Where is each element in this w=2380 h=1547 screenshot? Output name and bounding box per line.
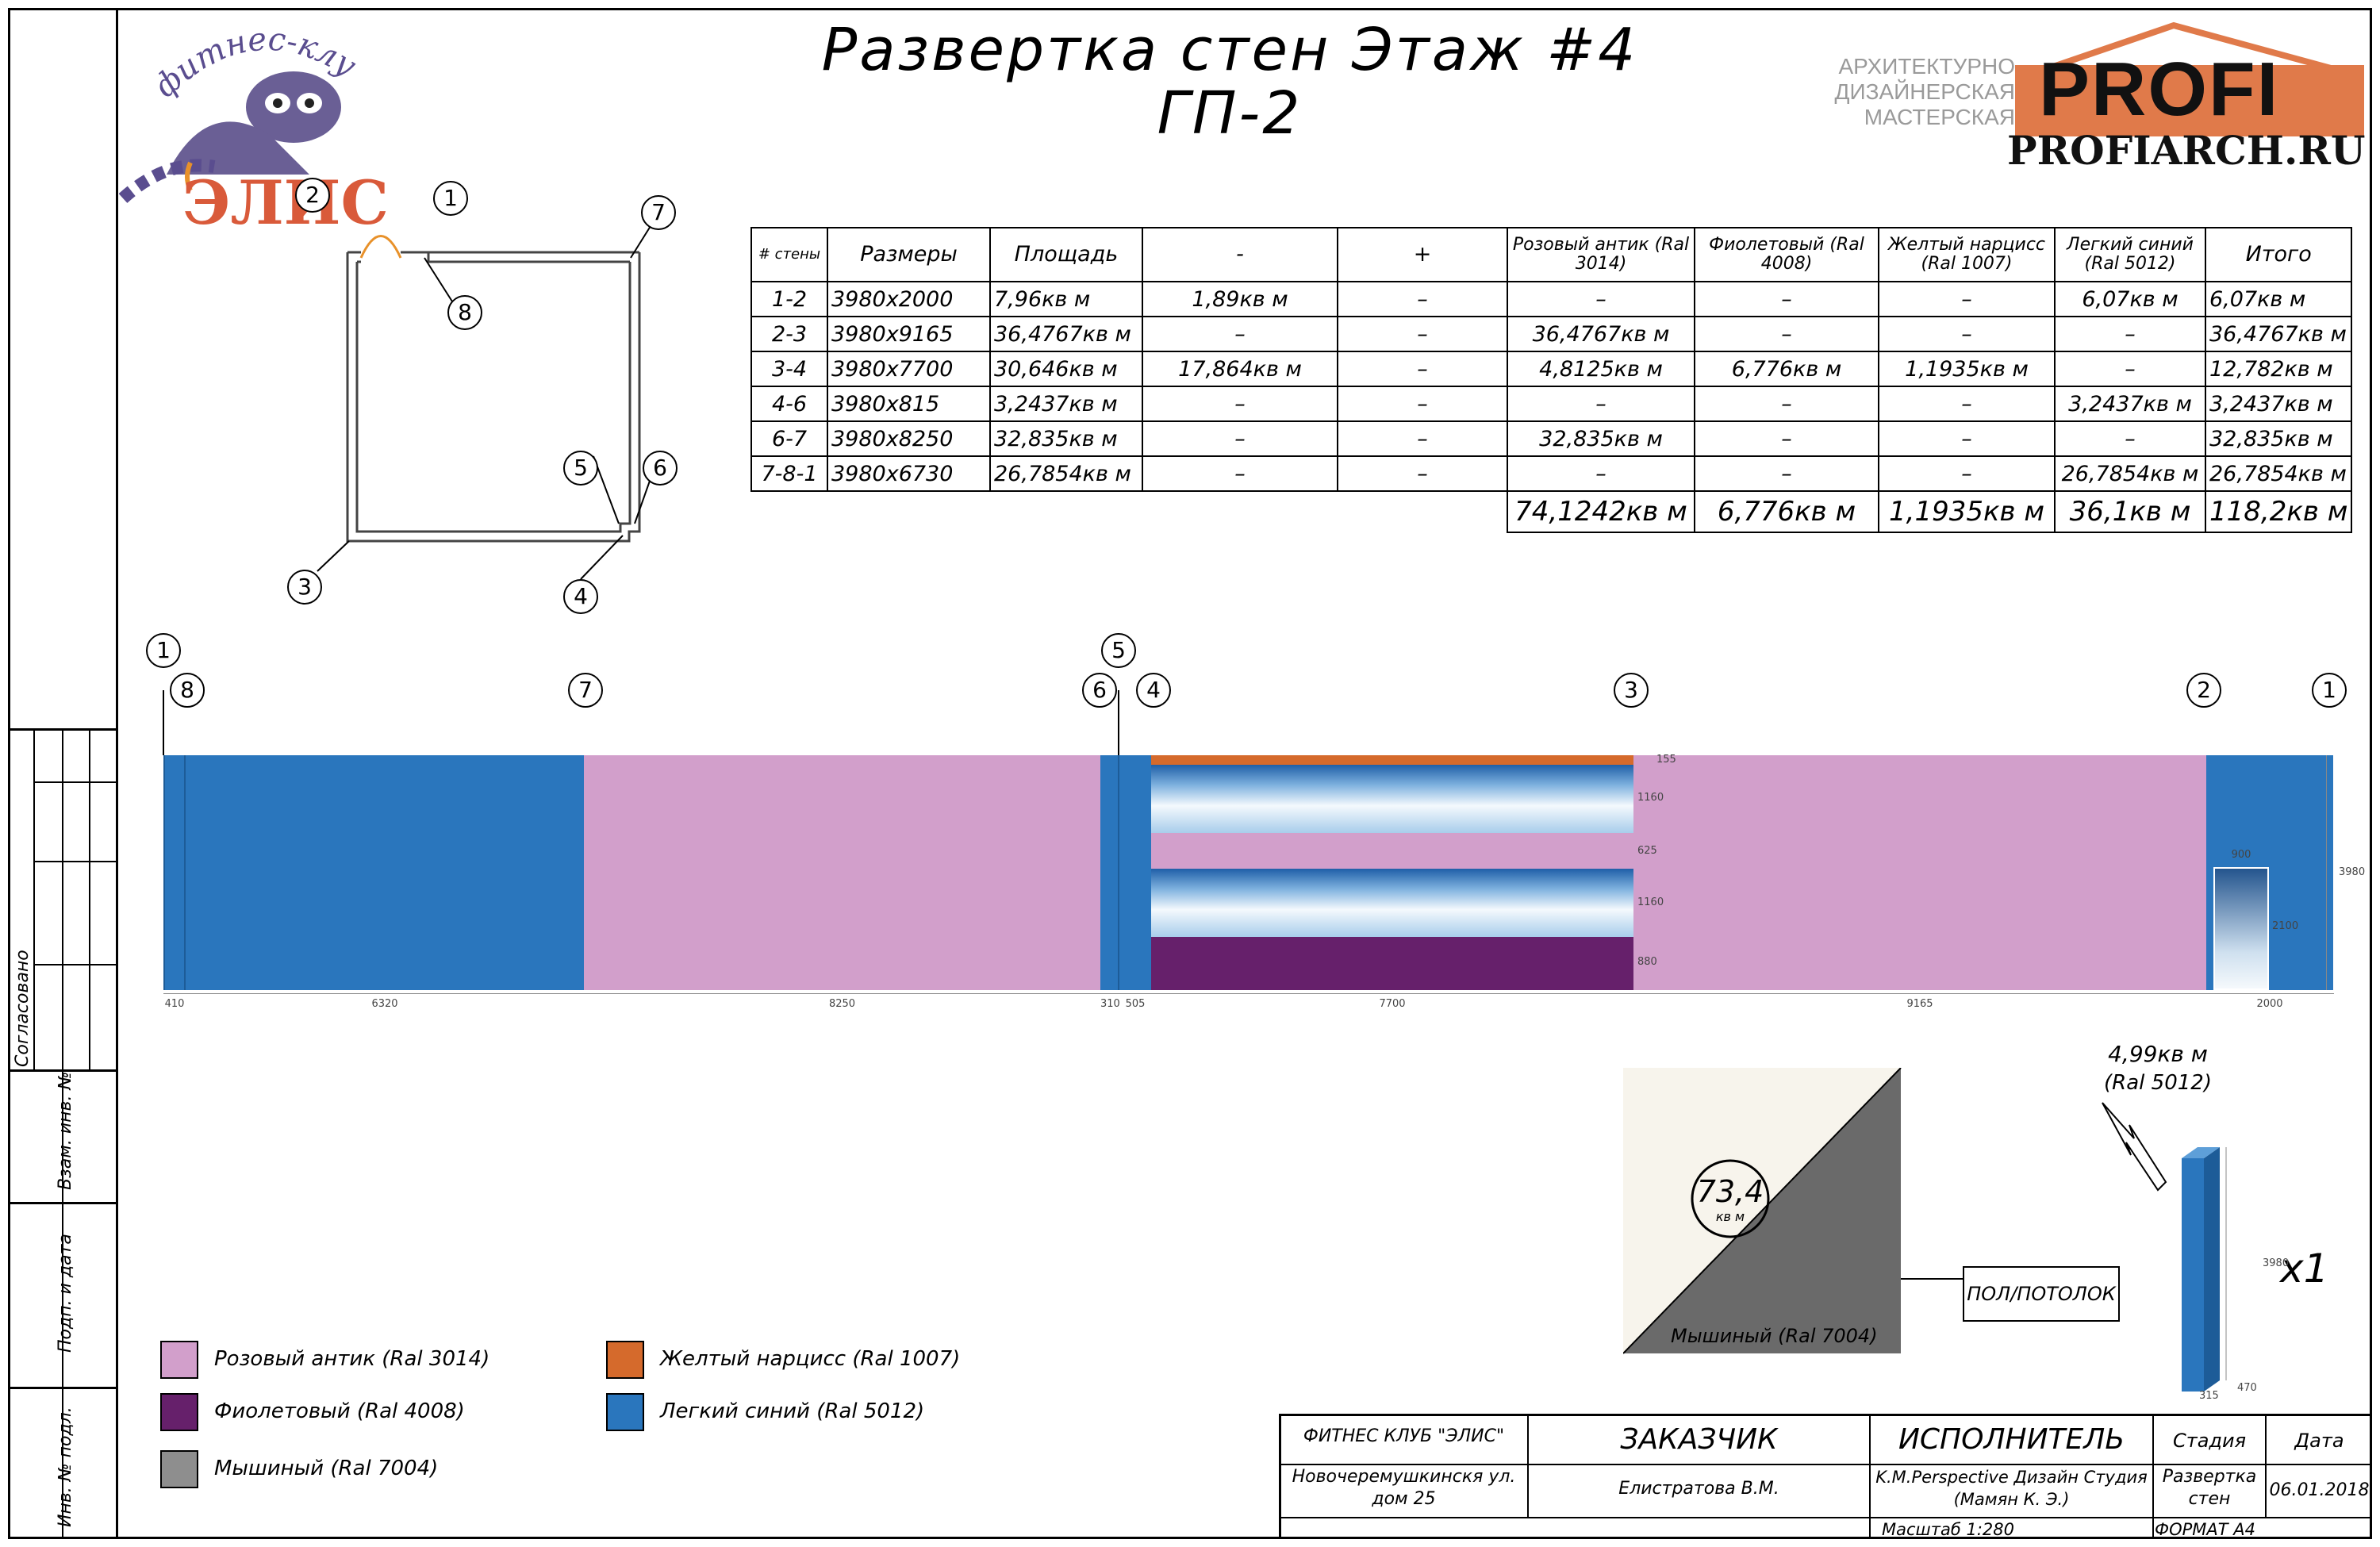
- studio-sub-2: ДИЗАЙНЕРСКАЯ: [1834, 79, 2016, 104]
- legend-label-gray: Мышиный (Ral 7004): [214, 1457, 439, 1480]
- table-row: 3-4 3980x7700 30,646кв м 17,864кв м –4,8125к…: [750, 351, 2353, 387]
- wall-seg-pink-2: [1633, 755, 2206, 990]
- legend-swatch-yellow: [606, 1341, 644, 1379]
- legend-swatch-violet: [160, 1393, 198, 1431]
- plan-label-5: 5: [563, 451, 598, 486]
- plan-label-7: 7: [641, 195, 676, 230]
- total-blue: 36,1кв м: [2054, 490, 2206, 533]
- stamp-customer-label: ЗАКАЗЧИК: [1620, 1423, 1778, 1456]
- th-minus: -: [1142, 227, 1338, 282]
- wall-seg-purple: [1151, 937, 1633, 990]
- th-wall: # стены: [750, 227, 828, 282]
- wall-seg-orange: [1151, 755, 1633, 765]
- plan-label-1: 1: [433, 181, 468, 216]
- drawing-frame: [8, 8, 2372, 1539]
- legend-label-yellow: Желтый нарцисс (Ral 1007): [660, 1347, 961, 1371]
- stamp-format: ФОРМАТ А4: [2155, 1520, 2255, 1539]
- studio-brand: PROFI: [2039, 47, 2280, 132]
- floor-color-label: Мышиный (Ral 7004): [1671, 1325, 1878, 1347]
- th-total: Итого: [2204, 227, 2353, 282]
- th-size: Размеры: [827, 227, 991, 282]
- legend-label-pink: Розовый антик (Ral 3014): [214, 1347, 490, 1371]
- wall-seg-glass-2: [1151, 869, 1633, 937]
- studio-sub-3: МАСТЕРСКАЯ: [1864, 105, 2015, 129]
- column-area: 4,99кв м: [2108, 1041, 2208, 1067]
- stamp-customer: Елистратова В.М.: [1618, 1479, 1779, 1499]
- stamp-address: Новочеремушкинскя ул. дом 25: [1292, 1467, 1516, 1509]
- side-agreed: Согласовано: [13, 950, 33, 1067]
- total-pink: 74,1242кв м: [1507, 490, 1695, 533]
- plan-label-4: 4: [563, 579, 598, 614]
- stamp-stage-label: Стадия: [2172, 1430, 2247, 1452]
- plan-label-2: 2: [295, 178, 330, 213]
- axis-7: 7: [568, 673, 603, 708]
- floor-area-unit: кв м: [1715, 1209, 1745, 1224]
- legend-label-blue: Легкий синий (Ral 5012): [660, 1399, 925, 1423]
- plan-label-8: 8: [447, 295, 482, 330]
- logo-name: ЭЛИС: [182, 167, 389, 230]
- axis-top-5: 5: [1101, 633, 1136, 668]
- th-violet: Фиолетовый (Ral 4008): [1694, 227, 1879, 282]
- stamp-scale: Масштаб 1:280: [1882, 1520, 2014, 1539]
- axis-4: 4: [1136, 673, 1171, 708]
- page-subtitle: ГП-2: [1157, 79, 1303, 148]
- legend-label-violet: Фиолетовый (Ral 4008): [214, 1399, 465, 1423]
- stamp-executor: K.M.Perspective Дизайн Студия (Мамян К. …: [1875, 1468, 2148, 1509]
- frame-binding-line: [116, 8, 118, 1539]
- plan-label-6: 6: [643, 451, 678, 486]
- stamp-date-label: Дата: [2294, 1430, 2344, 1452]
- door: [2213, 867, 2269, 990]
- total-yellow: 1,1935кв м: [1878, 490, 2056, 533]
- axis-8: 8: [170, 673, 205, 708]
- th-pink: Розовый антик (Ral 3014): [1507, 227, 1695, 282]
- side-replace-inv: Взам. инв. №: [56, 1071, 75, 1190]
- axis-1: 1: [2312, 673, 2347, 708]
- stamp-date: 06.01.2018: [2269, 1480, 2370, 1500]
- table-row: 2-3 3980x9165 36,4767кв м – –36,4767кв м – – –3…: [750, 316, 2353, 352]
- wall-seg-blue-1: [163, 755, 584, 990]
- legend-swatch-pink: [160, 1341, 198, 1379]
- column-ral: (Ral 5012): [2104, 1071, 2212, 1095]
- axis-2: 2: [2186, 673, 2221, 708]
- wall-seg-blue-2: [1100, 755, 1151, 990]
- th-yellow: Желтый нарцисс (Ral 1007): [1878, 227, 2056, 282]
- table-row: 7-8-1 3980x6730 26,7854кв м – – – – –26,7854кв …: [750, 455, 2353, 492]
- axis-top-1: 1: [146, 633, 181, 668]
- studio-sub-1: АРХИТЕКТУРНО: [1838, 54, 2015, 79]
- plan-label-3: 3: [287, 570, 322, 605]
- legend-swatch-gray: [160, 1450, 198, 1488]
- floor-area-value: 73,4: [1696, 1174, 1764, 1209]
- legend-swatch-blue: [606, 1393, 644, 1431]
- wall-area-table: # стены Размеры Площадь - + Розовый анти…: [750, 227, 2353, 533]
- stamp-club: ФИТНЕС КЛУБ "ЭЛИС": [1303, 1426, 1505, 1446]
- axis-6: 6: [1082, 673, 1117, 708]
- side-inv-orig: Инв. № подл.: [56, 1407, 75, 1527]
- side-sign-date: Подп. и дата: [56, 1234, 75, 1353]
- table-totals-row: 74,1242кв м 6,776кв м 1,1935кв м 36,1кв …: [751, 490, 2353, 533]
- axis-3: 3: [1614, 673, 1649, 708]
- studio-url: PROFIARCH.RU: [2007, 127, 2366, 174]
- floor-ceiling-tag: ПОЛ/ПОТОЛОК: [1963, 1266, 2120, 1322]
- table-row: 4-6 3980x815 3,2437кв м – – – – –3,2437кв м 3,24…: [750, 386, 2353, 422]
- page-title: Развертка стен Этаж #4: [821, 16, 1638, 84]
- th-blue: Легкий синий (Ral 5012): [2054, 227, 2206, 282]
- th-plus: +: [1337, 227, 1508, 282]
- total-violet: 6,776кв м: [1694, 490, 1879, 533]
- column-count: x1: [2280, 1246, 2329, 1292]
- table-row: 1-2 3980x2000 7,96кв м 1,89кв м – – – –6,07кв м…: [750, 281, 2353, 317]
- table-header-row: # стены Размеры Площадь - + Розовый анти…: [750, 227, 2353, 282]
- wall-seg-glass-1: [1151, 765, 1633, 833]
- total-all: 118,2кв м: [2204, 490, 2353, 533]
- th-area: Площадь: [989, 227, 1143, 282]
- wall-seg-pink-mid: [1151, 833, 1633, 869]
- wall-seg-pink-1: [584, 755, 1100, 990]
- stamp-stage: Развертка стен: [2162, 1467, 2257, 1509]
- table-row: 6-7 3980x8250 32,835кв м – –32,835кв м – – –32,…: [750, 420, 2353, 457]
- stamp-executor-label: ИСПОЛНИТЕЛЬ: [1898, 1423, 2125, 1456]
